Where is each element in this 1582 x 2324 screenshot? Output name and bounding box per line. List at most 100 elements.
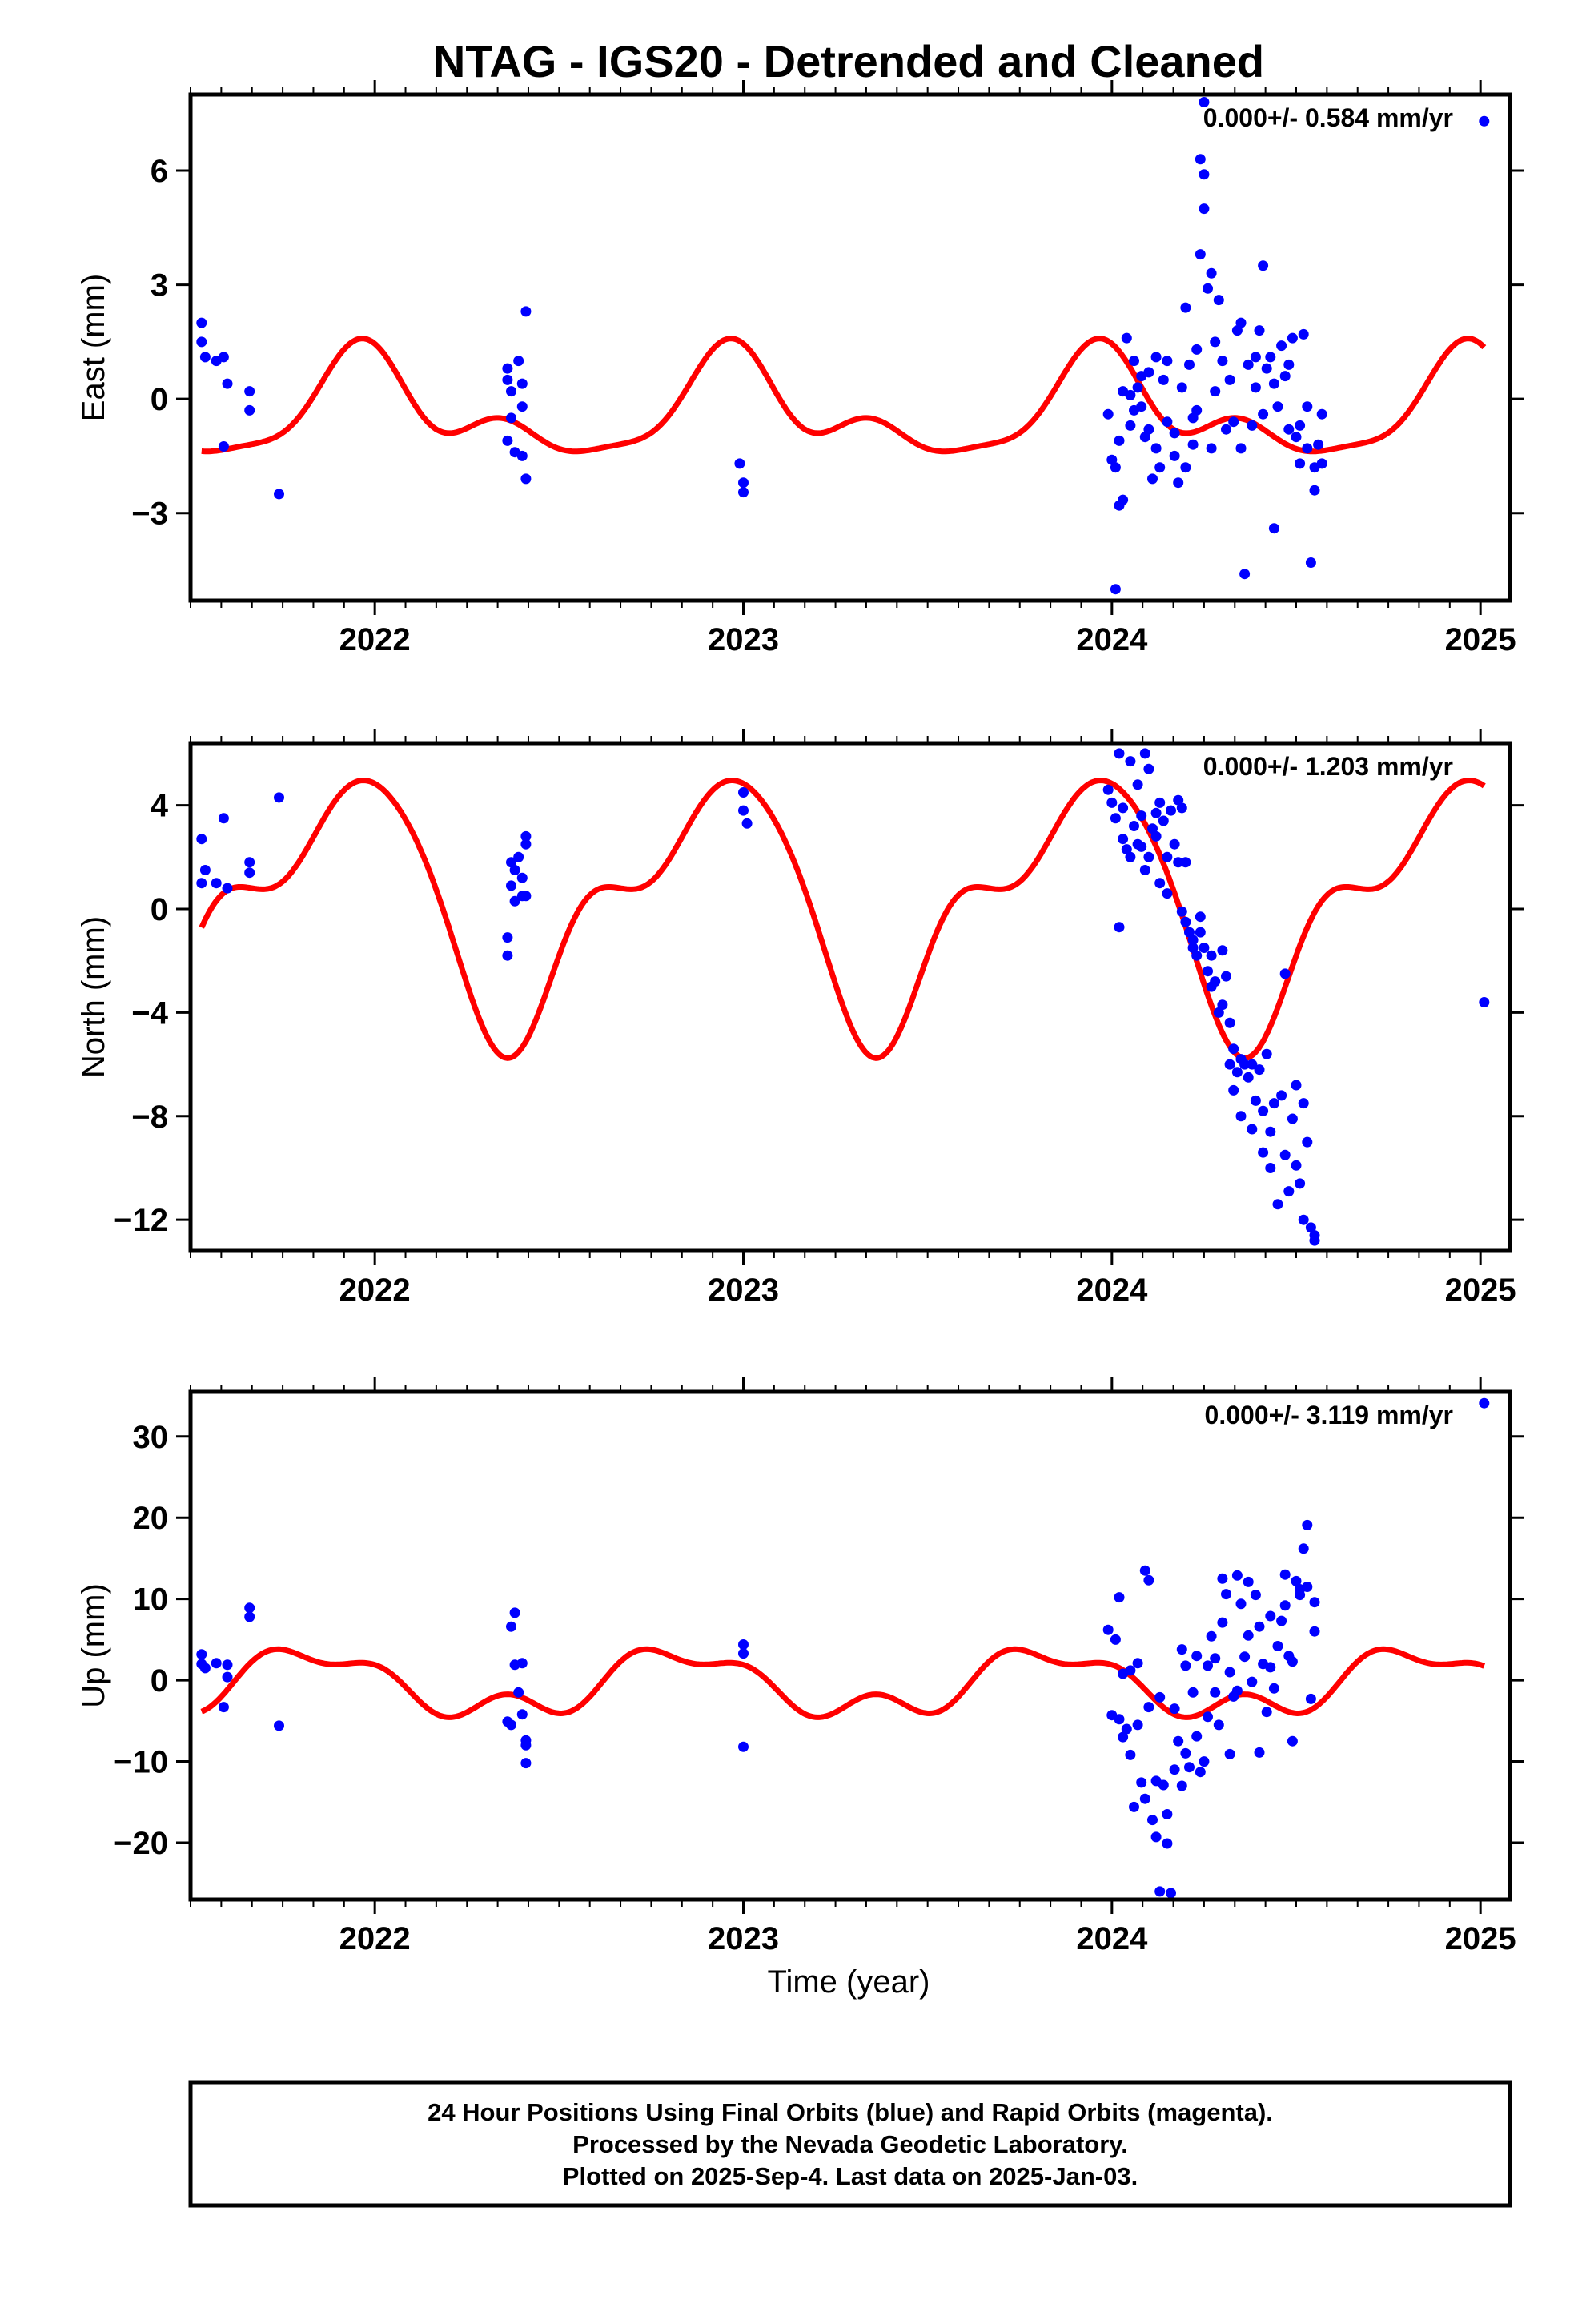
east-data-point: [1295, 420, 1306, 431]
east-data-point: [734, 458, 745, 469]
east-data-point: [199, 352, 211, 363]
north-data-point: [1258, 1105, 1269, 1116]
east-data-point: [1250, 382, 1261, 393]
north-data-point: [1102, 784, 1114, 795]
north-x-tick-label: 2022: [339, 1273, 411, 1308]
north-data-point: [1110, 813, 1121, 824]
up-data-point: [1231, 1570, 1243, 1581]
east-data-point: [1283, 359, 1295, 370]
north-data-point: [1150, 830, 1162, 842]
east-data-point: [1221, 424, 1231, 435]
up-data-point: [1118, 1731, 1129, 1743]
north-data-point: [516, 872, 528, 883]
east-y-tick-label: 0: [151, 382, 168, 417]
east-data-point: [1272, 401, 1283, 412]
east-data-point: [1173, 477, 1184, 489]
north-y-tick-label: −8: [131, 1100, 168, 1135]
north-data-point: [1265, 1126, 1276, 1137]
north-x-tick-label: 2024: [1076, 1273, 1148, 1308]
east-plot-frame: [188, 92, 1512, 603]
up-data-point: [1125, 1665, 1136, 1676]
north-data-point: [1228, 1043, 1239, 1055]
north-data-point: [1265, 1163, 1276, 1173]
north-data-point: [1210, 976, 1221, 987]
east-data-point: [196, 336, 207, 348]
up-data-point: [1224, 1667, 1235, 1678]
east-data-point: [1228, 416, 1239, 428]
east-data-point: [1309, 485, 1320, 496]
east-data-point: [1191, 404, 1203, 416]
up-y-tick-label: 20: [133, 1501, 169, 1536]
up-data-point: [1309, 1597, 1320, 1608]
up-data-point: [1169, 1764, 1180, 1775]
up-data-point: [1154, 1691, 1166, 1703]
up-x-tick-label: 2025: [1445, 1921, 1516, 1956]
north-data-point: [1479, 997, 1490, 1007]
up-data-point: [1268, 1683, 1279, 1694]
up-data-point: [520, 1758, 532, 1769]
north-data-point: [506, 857, 516, 868]
north-data-point: [211, 878, 222, 889]
up-data-point: [196, 1649, 207, 1660]
east-data-point: [1302, 443, 1313, 454]
up-y-tick-label: −10: [114, 1745, 168, 1780]
north-data-point: [1136, 810, 1147, 822]
east-data-point: [502, 435, 513, 446]
north-data-point: [1243, 1072, 1254, 1083]
up-data-point: [738, 1741, 749, 1752]
north-data-point: [1162, 851, 1173, 862]
up-data-point: [222, 1671, 233, 1683]
north-data-point: [1298, 1098, 1309, 1109]
east-rate-label: 0.000+/- 0.584 mm/yr: [1203, 103, 1453, 132]
east-data-point: [1195, 249, 1206, 260]
east-data-point: [1291, 432, 1302, 443]
north-data-point: [1162, 888, 1173, 899]
east-data-point: [1129, 356, 1139, 367]
north-data-point: [1261, 1048, 1272, 1059]
north-data-point: [1235, 1111, 1247, 1122]
east-data-point: [1268, 378, 1279, 389]
north-data-point: [1247, 1124, 1258, 1135]
up-data-point: [1239, 1651, 1251, 1663]
east-data-point: [1180, 462, 1191, 473]
north-y-tick-label: 4: [151, 789, 169, 824]
north-data-point: [1195, 927, 1206, 938]
up-data-point: [244, 1602, 255, 1614]
up-y-tick-label: 30: [133, 1420, 169, 1455]
up-data-point: [1291, 1575, 1302, 1586]
up-data-point: [274, 1720, 284, 1731]
up-data-point: [1265, 1610, 1276, 1622]
north-data-point: [513, 851, 524, 862]
up-data-point: [1298, 1543, 1309, 1554]
up-data-point: [1169, 1703, 1180, 1715]
up-data-point: [1221, 1589, 1231, 1600]
up-data-point: [1217, 1617, 1228, 1628]
east-data-point: [1243, 359, 1254, 370]
x-axis-label: Time (year): [768, 1964, 930, 2000]
east-data-point: [1110, 584, 1121, 595]
up-data-point: [1276, 1615, 1287, 1626]
north-data-point: [1173, 857, 1184, 868]
up-data-point: [1173, 1735, 1184, 1747]
north-data-point: [1139, 865, 1150, 875]
up-data-point: [1191, 1651, 1203, 1662]
east-data-point: [1125, 389, 1136, 400]
north-data-point: [1143, 851, 1154, 862]
east-data-point: [1224, 374, 1235, 385]
east-data-point: [1316, 408, 1327, 420]
east-data-point: [1268, 523, 1279, 534]
up-data-point: [1217, 1573, 1228, 1584]
north-data-point: [509, 865, 520, 875]
east-data-point: [1239, 569, 1251, 580]
up-y-tick-label: 0: [151, 1663, 168, 1699]
east-data-point: [1162, 416, 1173, 428]
north-plot-frame: [188, 741, 1512, 1253]
north-data-point: [1279, 968, 1291, 979]
up-data-point: [516, 1709, 528, 1720]
up-data-point: [1265, 1662, 1276, 1673]
up-data-point: [738, 1639, 749, 1650]
east-data-point: [506, 386, 516, 397]
east-data-point: [1302, 401, 1313, 412]
east-data-point: [1254, 325, 1265, 336]
north-data-point: [1228, 1084, 1239, 1096]
